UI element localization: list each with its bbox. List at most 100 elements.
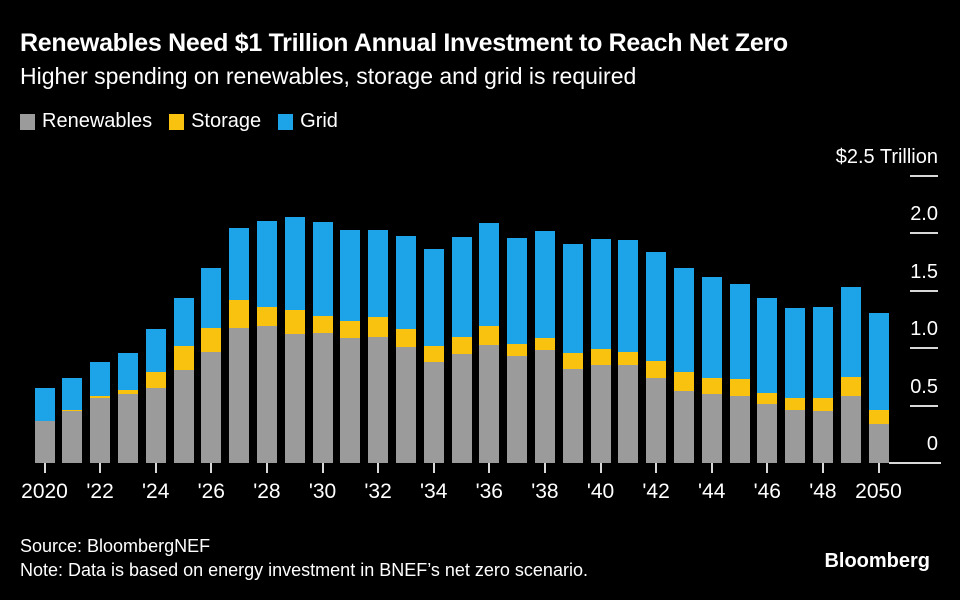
bar-2040-grid (590, 239, 611, 350)
bar-2037-grid (507, 237, 528, 344)
y-axis-label: 1.5 (910, 260, 938, 283)
bar-2030-storage (312, 316, 333, 334)
x-axis-label: '22 (86, 480, 114, 503)
bar-2046-renewables (757, 404, 778, 463)
bar-2036-storage (479, 326, 500, 345)
bar-2041-storage (618, 351, 639, 366)
bar-2027-grid (229, 227, 250, 300)
chart-title: Renewables Need $1 Trillion Annual Inves… (20, 29, 788, 57)
x-axis-baseline (888, 461, 941, 464)
bar-2040-renewables (590, 365, 611, 463)
x-axis-tick (210, 463, 213, 473)
x-axis-label: '42 (642, 480, 670, 503)
grid-swatch-icon (278, 113, 294, 130)
storage-swatch-icon (169, 113, 185, 130)
bar-2033-renewables (395, 347, 416, 463)
bar-2028-storage (256, 306, 277, 327)
bar-2049-grid (840, 287, 861, 377)
bar-2034-storage (423, 345, 444, 362)
x-axis-tick (432, 463, 435, 473)
x-axis-label: '30 (308, 480, 337, 503)
bar-2029-grid (284, 217, 305, 311)
bar-2022-storage (90, 396, 111, 398)
bar-2034-renewables (423, 361, 444, 463)
legend-item-storage: Storage (169, 110, 261, 133)
x-axis-tick (321, 463, 324, 473)
x-axis-label: '46 (753, 480, 781, 503)
x-axis-tick (710, 463, 713, 473)
bar-2023-grid (117, 352, 138, 390)
bar-2030-grid (312, 221, 333, 317)
bar-2022-grid (90, 361, 111, 397)
x-axis-tick (99, 463, 102, 473)
x-axis-tick (766, 463, 769, 473)
bar-2049-renewables (840, 396, 861, 463)
bar-2046-grid (757, 297, 778, 393)
bar-2025-renewables (173, 370, 194, 463)
bar-2047-storage (785, 397, 806, 411)
y-axis-tick (910, 175, 938, 177)
renewables-swatch-icon (20, 113, 35, 130)
x-axis-label: 2020 (21, 480, 68, 503)
x-axis-tick (655, 463, 658, 473)
bar-2048-storage (812, 397, 833, 412)
bar-2042-renewables (646, 378, 667, 463)
bar-2021-storage (62, 410, 83, 412)
bar-2020-grid (34, 388, 55, 421)
source-text: Source: BloombergNEF (20, 536, 211, 556)
bar-2026-renewables (201, 351, 222, 463)
chart-subtitle: Higher spending on renewables, storage a… (20, 63, 637, 89)
bar-2021-renewables (62, 411, 83, 463)
bar-2043-grid (673, 267, 694, 373)
bar-2031-storage (340, 320, 361, 338)
bar-2032-storage (368, 317, 389, 337)
bar-2044-grid (701, 277, 722, 379)
chart-legend: Renewables Storage Grid (20, 110, 338, 133)
x-axis-label: '36 (475, 480, 503, 503)
bar-2041-grid (618, 240, 639, 352)
bar-2023-storage (117, 389, 138, 395)
bar-2035-renewables (451, 353, 472, 463)
bar-2034-grid (423, 249, 444, 346)
bar-2050-storage (868, 410, 889, 424)
bar-2037-storage (507, 343, 528, 357)
bar-2030-renewables (312, 333, 333, 463)
bar-2023-renewables (117, 394, 138, 463)
bar-2036-renewables (479, 344, 500, 463)
bar-2037-renewables (507, 356, 528, 463)
bar-2050-grid (868, 312, 889, 411)
bar-2022-renewables (90, 397, 111, 463)
x-axis-label: '40 (586, 480, 615, 503)
bar-2021-grid (62, 378, 83, 411)
bar-2044-renewables (701, 394, 722, 463)
note-text: Note: Data is based on energy investment… (20, 560, 588, 580)
x-axis-tick (43, 463, 46, 473)
bar-2024-renewables (145, 388, 166, 463)
x-axis-tick (154, 463, 157, 473)
bar-2027-storage (229, 299, 250, 328)
bar-2032-renewables (368, 336, 389, 463)
bar-2044-storage (701, 378, 722, 395)
legend-item-renewables: Renewables (20, 110, 152, 133)
legend-label-grid: Grid (300, 110, 338, 132)
bar-2045-grid (729, 283, 750, 380)
y-axis-label: 0 (926, 433, 938, 455)
bar-2045-storage (729, 379, 750, 397)
y-axis-label: 0.5 (910, 375, 938, 398)
x-axis-label: '24 (142, 480, 170, 503)
bar-2033-storage (395, 328, 416, 348)
bar-2031-grid (340, 229, 361, 321)
x-axis-tick (599, 463, 602, 473)
bar-2048-renewables (812, 411, 833, 463)
bar-2028-grid (256, 220, 277, 307)
bar-2049-storage (840, 376, 861, 397)
bar-2045-renewables (729, 396, 750, 463)
legend-item-grid: Grid (278, 110, 338, 133)
bar-2043-renewables (673, 390, 694, 463)
bar-2029-renewables (284, 334, 305, 463)
bar-2025-storage (173, 345, 194, 370)
bar-2025-grid (173, 297, 194, 346)
bar-2033-grid (395, 235, 416, 329)
bar-2047-renewables (785, 410, 806, 463)
bar-2032-grid (368, 229, 389, 318)
